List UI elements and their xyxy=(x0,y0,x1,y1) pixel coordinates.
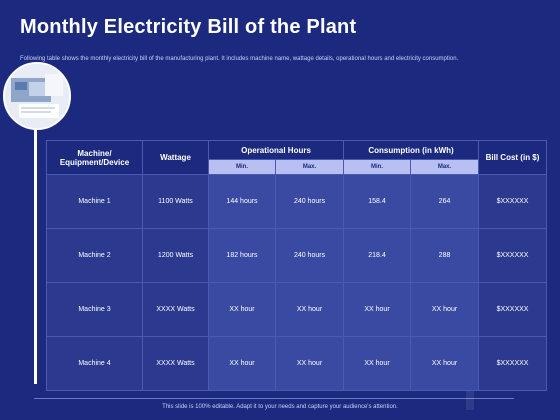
cell-wattage: XXXX Watts xyxy=(142,336,209,391)
cell-cost: $XXXXXX xyxy=(478,336,548,391)
accent-horizontal-line xyxy=(34,398,514,399)
plant-photo xyxy=(3,62,71,130)
cell-op-min: XX hour xyxy=(208,336,276,391)
cell-cons-min: XX hour xyxy=(343,282,412,337)
cell-cons-max: XX hour xyxy=(410,336,480,391)
cell-cost: $XXXXXX xyxy=(478,174,548,229)
header-wattage: Wattage xyxy=(142,140,209,175)
cell-op-max: 240 hours xyxy=(274,174,345,229)
cell-cost: $XXXXXX xyxy=(478,282,548,337)
cell-op-min: 182 hours xyxy=(208,228,276,283)
table-row: Machine 2 1200 Watts 182 hours 240 hours… xyxy=(46,228,548,283)
cell-cons-min: XX hour xyxy=(343,336,412,391)
footer-note: This slide is 100% editable. Adapt it to… xyxy=(162,404,398,410)
cell-op-max: XX hour xyxy=(274,282,345,337)
cell-op-min: 144 hours xyxy=(208,174,276,229)
cell-cons-min: 218.4 xyxy=(343,228,412,283)
cell-cons-max: XX hour xyxy=(410,282,480,337)
cell-machine: Machine 1 xyxy=(46,174,143,229)
accent-vertical-line xyxy=(34,128,37,384)
cell-cons-min: 158.4 xyxy=(343,174,412,229)
header-operational-hours: Operational Hours xyxy=(207,140,345,160)
header-op-max: Max. xyxy=(274,159,345,175)
header: Monthly Electricity Bill of the Plant Fo… xyxy=(0,0,560,78)
header-cons-min: Min. xyxy=(343,159,412,175)
cell-machine: Machine 2 xyxy=(46,228,143,283)
page-subtitle: Following table shows the monthly electr… xyxy=(20,56,459,62)
header-machine: Machine/ Equipment/Device xyxy=(46,140,143,175)
header-bill-cost: Bill Cost (in $) xyxy=(478,140,548,175)
cell-machine: Machine 4 xyxy=(46,336,143,391)
cell-wattage: 1100 Watts xyxy=(142,174,209,229)
cell-op-max: XX hour xyxy=(274,336,345,391)
cell-op-max: 240 hours xyxy=(274,228,345,283)
header-consumption: Consumption (in kWh) xyxy=(343,140,480,160)
cell-op-min: XX hour xyxy=(208,282,276,337)
electricity-bill-table: Machine/ Equipment/Device Wattage Operat… xyxy=(46,140,548,391)
page-title: Monthly Electricity Bill of the Plant xyxy=(20,16,357,38)
table-row: Machine 1 1100 Watts 144 hours 240 hours… xyxy=(46,174,548,229)
cell-wattage: 1200 Watts xyxy=(142,228,209,283)
cell-cons-max: 288 xyxy=(410,228,480,283)
cell-cons-max: 264 xyxy=(410,174,480,229)
cell-wattage: XXXX Watts xyxy=(142,282,209,337)
header-cons-max: Max. xyxy=(410,159,480,175)
cell-cost: $XXXXXX xyxy=(478,228,548,283)
table-row: Machine 3 XXXX Watts XX hour XX hour XX … xyxy=(46,282,548,337)
table-row: Machine 4 XXXX Watts XX hour XX hour XX … xyxy=(46,336,548,391)
header-op-min: Min. xyxy=(208,159,276,175)
cell-machine: Machine 3 xyxy=(46,282,143,337)
